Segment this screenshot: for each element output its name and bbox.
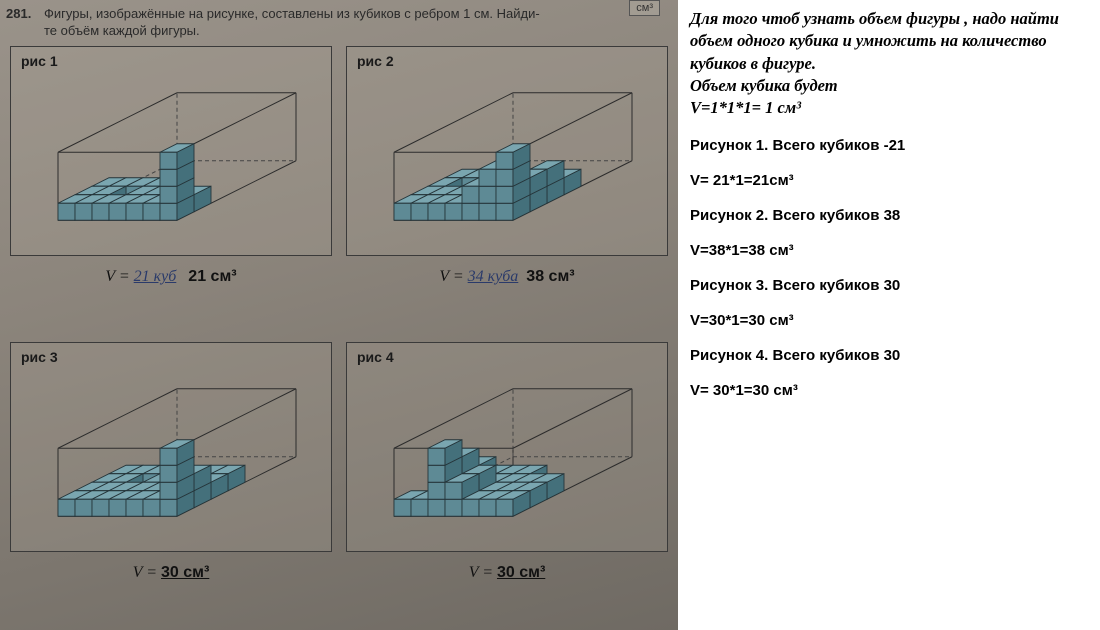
- cell-fig1: рис 1 V = 21 куб 21 см³: [10, 46, 332, 328]
- answer-printed: 38 см³: [526, 268, 574, 285]
- figure-4-answer: V = 30 см³: [346, 564, 668, 582]
- explanation-panel: Для того чтоб узнать объем фигуры , надо…: [678, 0, 1100, 630]
- answer-prefix: V =: [133, 564, 161, 581]
- figure-4-label: рис 4: [357, 349, 394, 365]
- answer-prefix: V =: [105, 268, 133, 285]
- explanation-line: Рисунок 2. Всего кубиков 38: [690, 207, 1088, 224]
- explanation-line: V= 30*1=30 см³: [690, 382, 1088, 399]
- problem-line-1: Фигуры, изображённые на рисунке, составл…: [44, 6, 540, 21]
- answer-printed: 30 см³: [497, 564, 545, 581]
- explanation-line: V= 21*1=21см³: [690, 172, 1088, 189]
- figure-1-answer: V = 21 куб 21 см³: [10, 268, 332, 286]
- problem-text: Фигуры, изображённые на рисунке, составл…: [44, 6, 668, 40]
- explanation-lines: Рисунок 1. Всего кубиков -21 V= 21*1=21см…: [690, 137, 1088, 399]
- figure-2-label: рис 2: [357, 53, 394, 69]
- figure-3-svg: [31, 371, 311, 546]
- answer-printed: 21 см³: [188, 268, 236, 285]
- figure-1-svg: [31, 75, 311, 250]
- figure-2-box: рис 2: [346, 46, 668, 256]
- figure-2-svg: [367, 75, 647, 250]
- explanation-intro: Для того чтоб узнать объем фигуры , надо…: [690, 8, 1088, 119]
- cell-fig2: рис 2 V = 34 куба 38 см³: [346, 46, 668, 328]
- answer-prefix: V =: [469, 564, 497, 581]
- figure-1-label: рис 1: [21, 53, 58, 69]
- explanation-line: Рисунок 1. Всего кубиков -21: [690, 137, 1088, 154]
- figure-4-box: рис 4: [346, 342, 668, 552]
- explanation-line: Рисунок 3. Всего кубиков 30: [690, 277, 1088, 294]
- explanation-line: Рисунок 4. Всего кубиков 30: [690, 347, 1088, 364]
- problem-number: 281.: [6, 6, 31, 21]
- figure-grid: рис 1 V = 21 куб 21 см³ рис 2 V = 34 куб…: [10, 46, 668, 624]
- explanation-line: V=38*1=38 см³: [690, 242, 1088, 259]
- answer-handwritten: 21 куб: [134, 268, 177, 285]
- answer-handwritten: 34 куба: [468, 268, 519, 285]
- figure-4-svg: [367, 371, 647, 546]
- textbook-scan: см³ 281. Фигуры, изображённые на рисунке…: [0, 0, 678, 630]
- answer-prefix: V =: [439, 268, 467, 285]
- figure-3-label: рис 3: [21, 349, 58, 365]
- problem-line-2: те объём каждой фигуры.: [44, 23, 200, 38]
- figure-3-answer: V = 30 см³: [10, 564, 332, 582]
- cell-fig3: рис 3 V = 30 см³: [10, 342, 332, 624]
- figure-1-box: рис 1: [10, 46, 332, 256]
- explanation-line: V=30*1=30 см³: [690, 312, 1088, 329]
- figure-3-box: рис 3: [10, 342, 332, 552]
- cell-fig4: рис 4 V = 30 см³: [346, 342, 668, 624]
- answer-printed: 30 см³: [161, 564, 209, 581]
- figure-2-answer: V = 34 куба 38 см³: [346, 268, 668, 286]
